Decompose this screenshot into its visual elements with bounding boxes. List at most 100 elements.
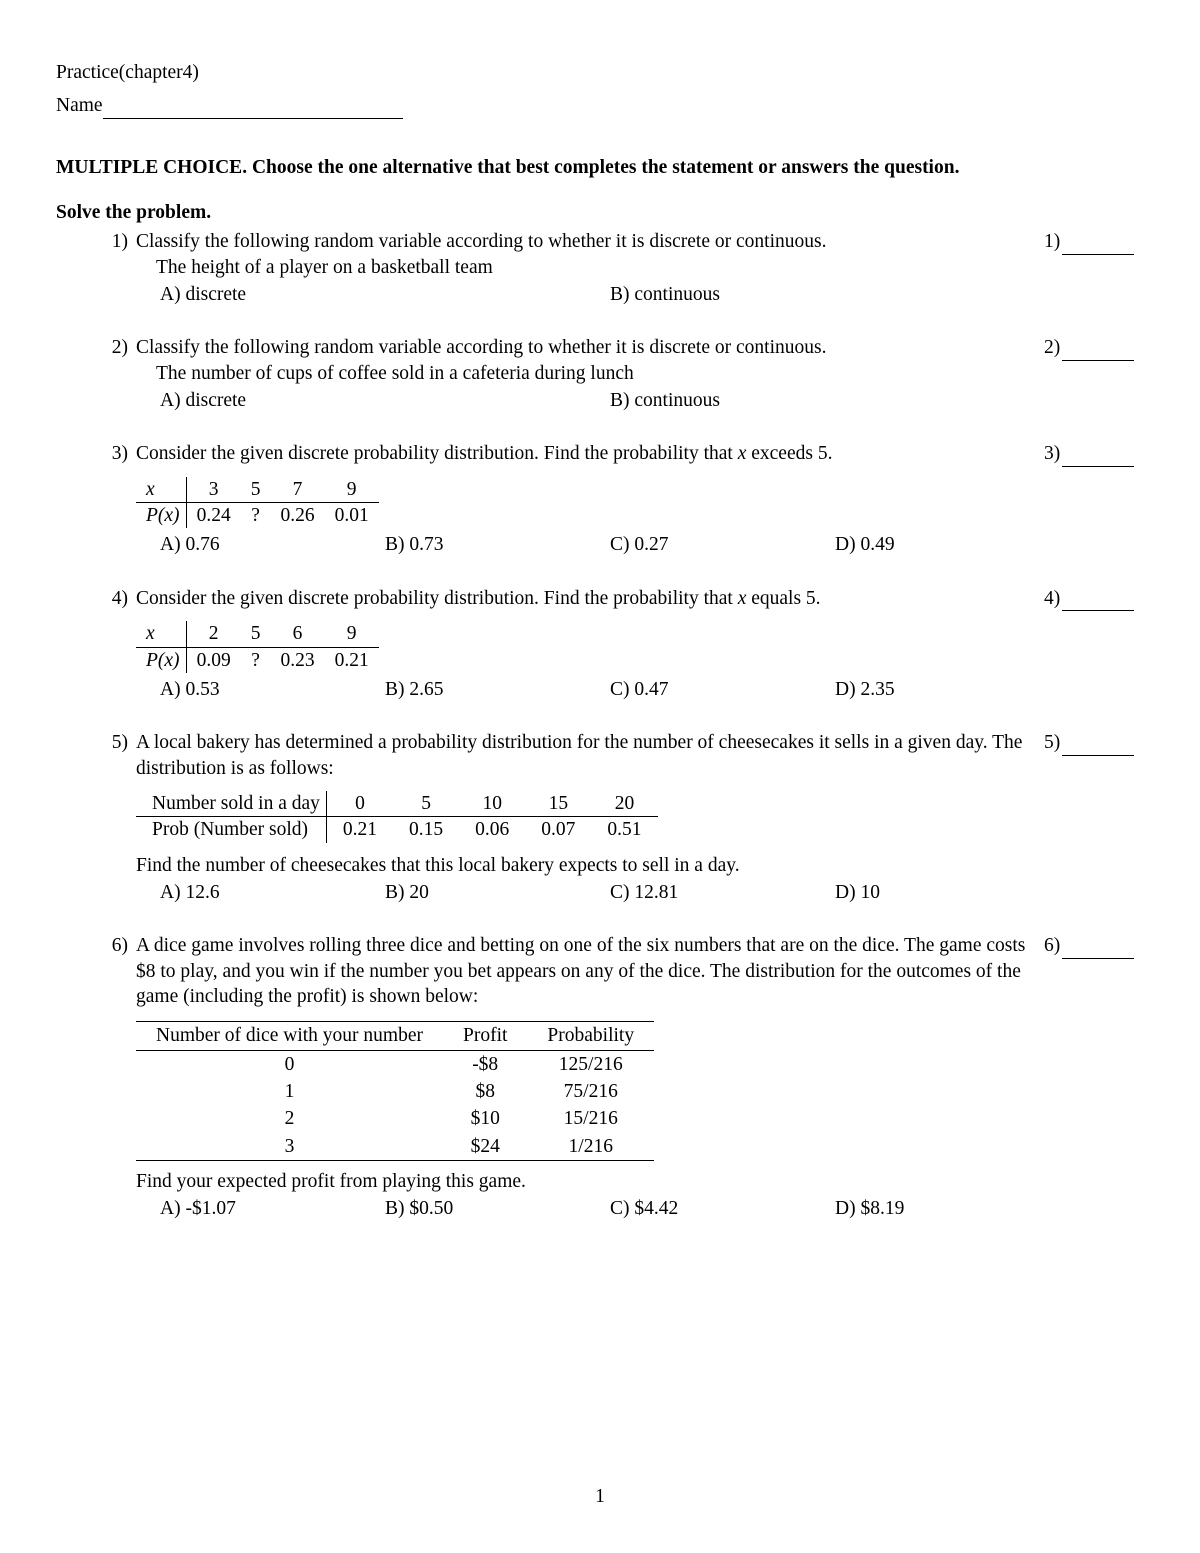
dist-cell: 0.21 (326, 817, 393, 843)
dist-cell: 0.06 (459, 817, 525, 843)
answer-blank[interactable] (1062, 234, 1134, 255)
page-number: 1 (0, 1484, 1200, 1509)
dist-cell: 0.07 (525, 817, 591, 843)
question-block: 3) Consider the given discrete probabili… (56, 441, 1144, 557)
table-cell: 2 (136, 1105, 443, 1132)
option-d[interactable]: D) 0.49 (811, 532, 1036, 557)
question-followup: Find your expected profit from playing t… (136, 1169, 1036, 1194)
dist-cell: 0.24 (186, 503, 241, 529)
dist-cell: 20 (591, 791, 657, 817)
question-block: 6) A dice game involves rolling three di… (56, 933, 1144, 1221)
question-number: 4) (56, 586, 136, 611)
option-a[interactable]: A) discrete (136, 282, 586, 307)
name-field-row: Name (56, 93, 1144, 118)
options-row: A) 0.76 B) 0.73 C) 0.27 D) 0.49 (136, 532, 1036, 557)
answer-blank[interactable] (1062, 938, 1134, 959)
option-b[interactable]: B) 2.65 (361, 677, 586, 702)
answer-blank[interactable] (1062, 735, 1134, 756)
name-blank[interactable] (103, 96, 403, 118)
dist-cell: 10 (459, 791, 525, 817)
option-d[interactable]: D) 2.35 (811, 677, 1036, 702)
answer-blank[interactable] (1062, 340, 1134, 361)
option-c[interactable]: C) 12.81 (586, 880, 811, 905)
options-row: A) discrete B) continuous (136, 388, 1036, 413)
dist-cell: 0.09 (186, 647, 241, 673)
answer-slot: 5) (1044, 730, 1144, 755)
option-c[interactable]: C) 0.47 (586, 677, 811, 702)
dist-cell: 5 (241, 477, 271, 503)
answer-blank[interactable] (1062, 591, 1134, 612)
dist-cell: 5 (241, 621, 271, 647)
question-stem: A dice game involves rolling three dice … (136, 933, 1036, 1009)
question-stem: Classify the following random variable a… (136, 229, 1036, 254)
question-block: 2) Classify the following random variabl… (56, 335, 1144, 413)
dist-row-head: P(x) (136, 647, 186, 673)
options-row: A) 12.6 B) 20 C) 12.81 D) 10 (136, 880, 1036, 905)
dist-cell: 6 (270, 621, 324, 647)
dist-cell: 0.23 (270, 647, 324, 673)
answer-blank[interactable] (1062, 446, 1134, 467)
dist-row-head: x (136, 621, 186, 647)
table-cell: 125/216 (527, 1050, 654, 1078)
table-cell: 1 (136, 1078, 443, 1105)
dist-row-head: x (136, 477, 186, 503)
dist-cell: 9 (325, 621, 379, 647)
table-cell: 75/216 (527, 1078, 654, 1105)
options-row: A) ‑$1.07 B) $0.50 C) $4.42 D) $8.19 (136, 1196, 1036, 1221)
dist-cell: 0.51 (591, 817, 657, 843)
option-b[interactable]: B) continuous (586, 282, 1036, 307)
dist-cell: 9 (325, 477, 379, 503)
question-number: 3) (56, 441, 136, 466)
outcome-table: Number of dice with your number Profit P… (136, 1021, 654, 1161)
answer-label: 2) (1044, 337, 1060, 358)
worksheet-title: Practice(chapter4) (56, 60, 1144, 85)
option-b[interactable]: B) 20 (361, 880, 586, 905)
dist-row-head: Prob (Number sold) (136, 817, 326, 843)
option-c[interactable]: C) 0.27 (586, 532, 811, 557)
dist-cell: 0.01 (325, 503, 379, 529)
table-header: Probability (527, 1022, 654, 1050)
table-cell: 1/216 (527, 1133, 654, 1161)
options-row: A) discrete B) continuous (136, 282, 1036, 307)
distribution-table: Number sold in a day 0 5 10 15 20 Prob (… (136, 791, 658, 843)
option-b[interactable]: B) 0.73 (361, 532, 586, 557)
option-d[interactable]: D) 10 (811, 880, 1036, 905)
dist-cell: 0.15 (393, 817, 459, 843)
question-number: 1) (56, 229, 136, 254)
option-a[interactable]: A) ‑$1.07 (136, 1196, 361, 1221)
option-c[interactable]: C) $4.42 (586, 1196, 811, 1221)
distribution-table: x 3 5 7 9 P(x) 0.24 ? 0.26 0.01 (136, 477, 379, 529)
option-d[interactable]: D) $8.19 (811, 1196, 1036, 1221)
dist-cell: 0.26 (270, 503, 324, 529)
table-cell: 3 (136, 1133, 443, 1161)
worksheet-page: Practice(chapter4) Name MULTIPLE CHOICE.… (0, 0, 1200, 1553)
dist-row-head: P(x) (136, 503, 186, 529)
table-cell: 0 (136, 1050, 443, 1078)
option-b[interactable]: B) continuous (586, 388, 1036, 413)
dist-cell: ? (241, 647, 271, 673)
option-a[interactable]: A) 12.6 (136, 880, 361, 905)
dist-cell: 15 (525, 791, 591, 817)
option-a[interactable]: A) 0.76 (136, 532, 361, 557)
name-label: Name (56, 95, 103, 116)
answer-label: 5) (1044, 732, 1060, 753)
table-cell: $8 (443, 1078, 527, 1105)
answer-slot: 4) (1044, 586, 1144, 611)
table-header: Profit (443, 1022, 527, 1050)
table-cell: $24 (443, 1133, 527, 1161)
answer-label: 3) (1044, 443, 1060, 464)
question-number: 5) (56, 730, 136, 755)
option-a[interactable]: A) 0.53 (136, 677, 361, 702)
question-block: 4) Consider the given discrete probabili… (56, 586, 1144, 702)
dist-cell: 5 (393, 791, 459, 817)
table-cell: ‑$8 (443, 1050, 527, 1078)
option-a[interactable]: A) discrete (136, 388, 586, 413)
dist-cell: 7 (270, 477, 324, 503)
answer-slot: 3) (1044, 441, 1144, 466)
answer-slot: 1) (1044, 229, 1144, 254)
table-cell: 15/216 (527, 1105, 654, 1132)
distribution-table: x 2 5 6 9 P(x) 0.09 ? 0.23 0.21 (136, 621, 379, 673)
instructions: MULTIPLE CHOICE. Choose the one alternat… (56, 155, 1144, 180)
question-number: 2) (56, 335, 136, 360)
option-b[interactable]: B) $0.50 (361, 1196, 586, 1221)
